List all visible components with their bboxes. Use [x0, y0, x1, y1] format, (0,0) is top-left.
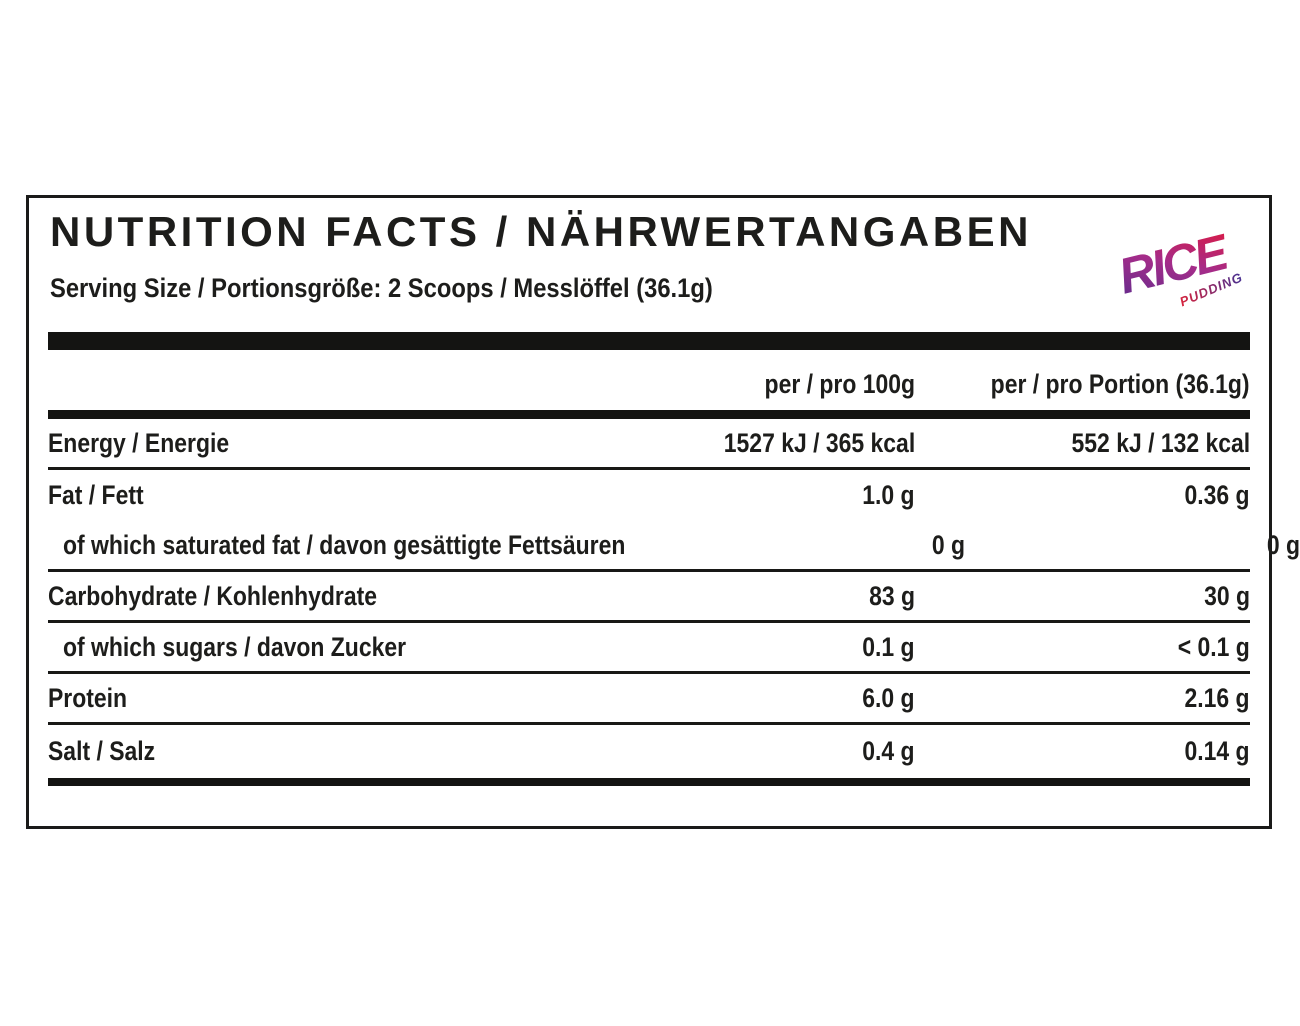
header-per-100g: per / pro 100g [764, 369, 915, 399]
table-row: Carbohydrate / Kohlenhydrate 83 g 30 g [48, 572, 1250, 623]
row-portion: 2.16 g [1184, 682, 1250, 713]
serving-size-line: Serving Size / Portionsgröße: 2 Scoops /… [50, 273, 713, 303]
nutrition-table-body: Energy / Energie 1527 kJ / 365 kcal 552 … [48, 419, 1300, 778]
table-row: Energy / Energie 1527 kJ / 365 kcal 552 … [48, 419, 1250, 470]
row-per100: 0.1 g [862, 631, 915, 662]
row-portion: < 0.1 g [1177, 631, 1250, 662]
header-per-portion: per / pro Portion (36.1g) [991, 369, 1250, 399]
rice-pudding-logo: RICE PUDDING [1116, 223, 1245, 309]
nutrition-label-box: NUTRITION FACTS / NÄHRWERTANGABEN Servin… [26, 195, 1300, 829]
row-label: of which sugars / davon Zucker [63, 631, 407, 662]
row-portion: 0 g [1266, 529, 1300, 560]
row-per100: 1.0 g [862, 480, 915, 510]
table-row: Protein 6.0 g 2.16 g [48, 674, 1250, 725]
row-per100: 0.4 g [862, 736, 915, 766]
row-label: Protein [48, 682, 128, 713]
row-label: Fat / Fett [48, 480, 144, 510]
table-row: Fat / Fett 1.0 g 0.36 g [48, 470, 1250, 521]
row-label: Carbohydrate / Kohlenhydrate [48, 580, 378, 611]
row-per100: 0 g [931, 529, 965, 560]
table-row: of which sugars / davon Zucker 0.1 g < 0… [48, 623, 1250, 674]
label-title: NUTRITION FACTS / NÄHRWERTANGABEN [50, 208, 1032, 255]
row-per100: 83 g [869, 580, 915, 611]
table-row: of which saturated fat / davon gesättigt… [48, 521, 1300, 572]
row-label: Salt / Salz [48, 736, 156, 766]
row-label: Energy / Energie [48, 427, 230, 458]
row-per100: 6.0 g [862, 682, 915, 713]
nutrition-table: per / pro 100g per / pro Portion (36.1g)… [48, 350, 1300, 778]
row-label: of which saturated fat / davon gesättigt… [63, 529, 626, 560]
row-portion: 0.14 g [1184, 736, 1250, 766]
row-portion: 30 g [1204, 580, 1250, 611]
table-row: Salt / Salz 0.4 g 0.14 g [48, 725, 1250, 778]
label-header: NUTRITION FACTS / NÄHRWERTANGABEN Servin… [48, 198, 1250, 332]
bottom-separator-bar [48, 778, 1250, 786]
row-per100: 1527 kJ / 365 kcal [723, 427, 915, 458]
row-portion: 552 kJ / 132 kcal [1071, 427, 1250, 458]
table-header-row: per / pro 100g per / pro Portion (36.1g) [48, 350, 1250, 419]
top-separator-bar [48, 332, 1250, 350]
row-portion: 0.36 g [1184, 480, 1250, 510]
